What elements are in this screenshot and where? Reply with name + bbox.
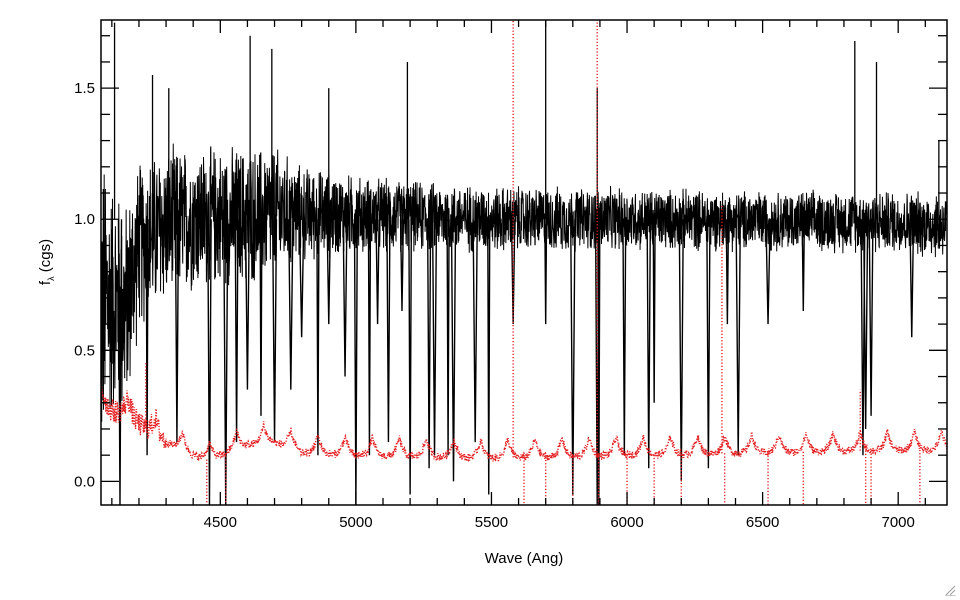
absorption-line-23: [450, 219, 457, 482]
absorption-line-1: [145, 219, 149, 456]
absorption-line-41: [862, 219, 869, 429]
absorption-line-32: [646, 219, 652, 469]
axis-tick-labels: 4500 5000 5500 6000 6500 7000 0.0 0.5 1.0 1.5: [74, 80, 915, 531]
y-axis-title-subscript: λ: [46, 276, 56, 281]
observed-spectrum-line: [101, 143, 947, 422]
error-spectrum-line: [101, 380, 947, 463]
absorption-line-2: [174, 219, 180, 443]
absorption-line-3: [207, 219, 212, 505]
y-tick-label: 0.5: [74, 342, 95, 359]
plot-frame: [100, 19, 948, 506]
absorption-line-20: [426, 219, 432, 469]
y-tick-label: 1.0: [74, 211, 95, 228]
absorption-line-34: [678, 219, 684, 482]
absorption-line-9: [287, 219, 294, 390]
absorption-line-25: [487, 219, 491, 495]
absorption-line-5: [234, 219, 239, 443]
absorption-line-11: [316, 219, 320, 456]
absorption-line-24: [472, 219, 478, 443]
absorption-line-28: [570, 219, 576, 495]
y-tick-label: 0.0: [74, 473, 95, 490]
absorption-line-10: [298, 219, 305, 338]
absorption-line-39: [801, 219, 806, 312]
x-tick-label: 5000: [339, 514, 372, 531]
x-axis-title: Wave (Ang): [485, 550, 564, 567]
axis-ticks: [101, 20, 947, 505]
x-tick-label: 5500: [475, 514, 508, 531]
absorption-line-12: [326, 219, 332, 325]
absorption-line-22: [446, 219, 450, 456]
error-spectrum-series: [101, 20, 947, 505]
absorption-line-13: [342, 219, 348, 377]
absorption-line-14: [353, 219, 358, 505]
x-tick-label: 7000: [882, 514, 915, 531]
observed-spectrum-series: [101, 20, 947, 505]
plot-area: [101, 20, 947, 505]
absorption-line-33: [652, 219, 656, 403]
absorption-line-18: [399, 219, 405, 312]
absorption-line-15: [367, 219, 372, 456]
absorption-line-4: [223, 219, 229, 505]
absorption-line-38: [765, 219, 771, 325]
absorption-line-26: [510, 219, 516, 325]
absorption-line-6: [244, 219, 250, 390]
absorption-line-19: [408, 219, 413, 495]
x-tick-label: 6000: [610, 514, 643, 531]
absorption-line-0: [117, 219, 123, 505]
absorption-line-42: [868, 219, 874, 416]
absorption-line-17: [386, 219, 391, 443]
y-axis-title: fλ (cgs): [37, 239, 56, 285]
absorption-line-30: [597, 219, 601, 505]
absorption-line-36: [725, 219, 730, 325]
absorption-line-35: [706, 219, 711, 469]
absorption-line-27: [544, 219, 548, 325]
y-tick-label: 1.5: [74, 80, 95, 97]
absorption-line-43: [909, 219, 915, 338]
y-axis-title-main: f: [37, 280, 54, 285]
absorption-line-7: [259, 219, 263, 416]
absorption-line-21: [431, 219, 438, 456]
resize-grip-icon[interactable]: [944, 584, 956, 596]
x-tick-label: 6500: [746, 514, 779, 531]
x-tick-label: 4500: [204, 514, 237, 531]
y-axis-title-units: (cgs): [37, 239, 54, 277]
absorption-line-16: [375, 219, 380, 325]
